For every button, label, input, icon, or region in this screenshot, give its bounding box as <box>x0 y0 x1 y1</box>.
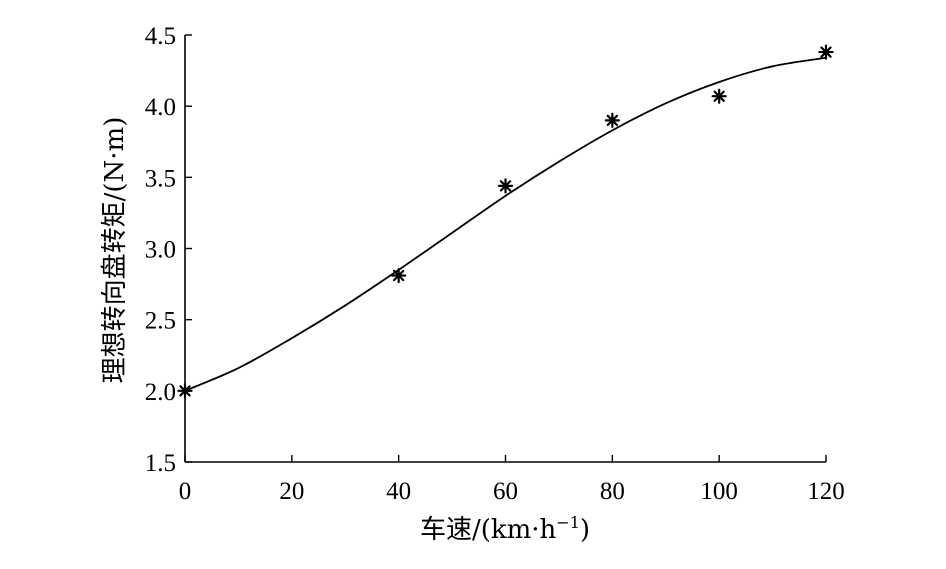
x-axis-label: 车速/(km·h−1) <box>420 513 590 545</box>
x-axis-label-close: ) <box>580 515 590 545</box>
data-point <box>497 178 514 194</box>
data-point <box>711 88 727 104</box>
y-tick-label: 2.5 <box>145 308 176 335</box>
y-tick-label: 1.5 <box>145 450 176 477</box>
fitted-curve-layer <box>184 56 827 392</box>
x-axis-label-superscript: −1 <box>556 513 580 532</box>
fitted-curve <box>184 56 827 392</box>
y-tick-label: 3.5 <box>145 165 176 192</box>
y-tick-label: 4.5 <box>145 23 176 50</box>
y-axis-label: 理想转向盘转矩/(N·m) <box>100 117 130 384</box>
x-axis-ticks: 0 20 40 60 80 100 120 <box>179 455 845 505</box>
y-axis-ticks: 1.5 2.0 2.5 3.0 3.5 4.0 4.5 <box>145 23 192 477</box>
data-markers-layer <box>177 44 834 399</box>
plot-area: 0 20 40 60 80 100 120 1.5 2.0 2.5 3.0 3.5 4.0 4.5 <box>145 23 845 505</box>
x-tick-label: 100 <box>700 478 738 505</box>
y-tick-label: 4.0 <box>145 94 176 121</box>
data-point <box>391 267 407 284</box>
data-point <box>604 112 620 129</box>
y-tick-label: 2.0 <box>145 379 176 406</box>
y-tick-label: 3.0 <box>145 237 176 264</box>
x-tick-label: 40 <box>386 478 411 505</box>
data-point <box>177 383 193 399</box>
x-tick-label: 20 <box>279 478 304 505</box>
x-tick-label: 60 <box>493 478 518 505</box>
x-tick-label: 120 <box>807 478 845 505</box>
data-point <box>818 44 834 60</box>
x-tick-label: 80 <box>600 478 625 505</box>
x-tick-label: 0 <box>179 478 192 505</box>
